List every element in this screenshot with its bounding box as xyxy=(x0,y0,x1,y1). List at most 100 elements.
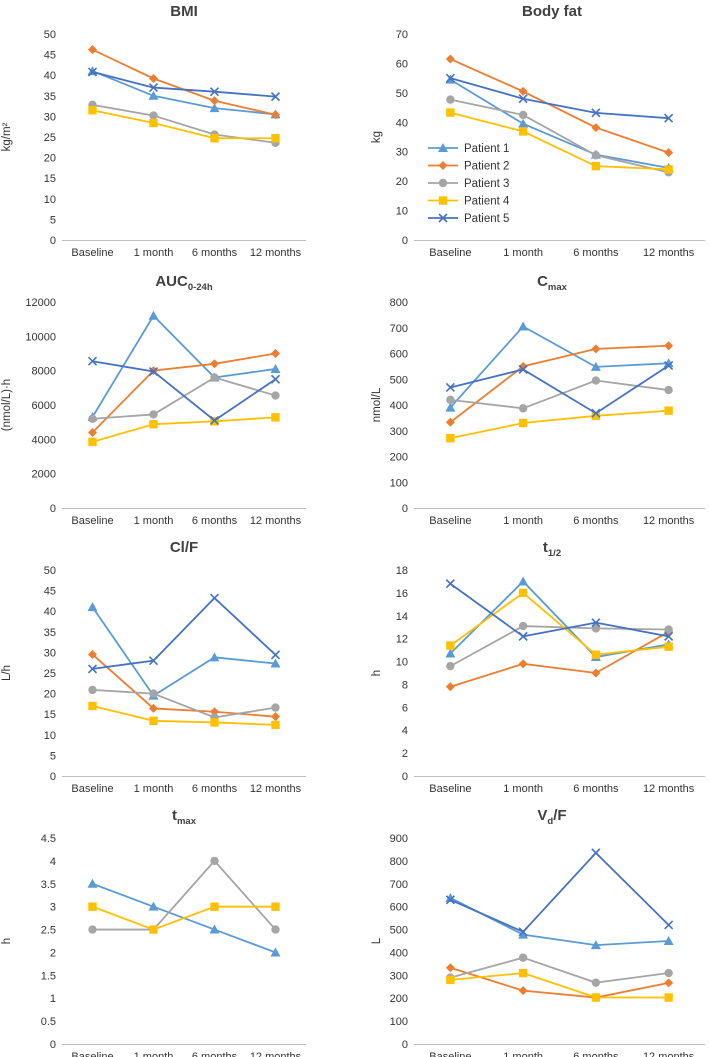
data-point xyxy=(445,895,455,905)
series-patient-4 xyxy=(446,406,673,443)
y-axis-label: (nmol/L)·h xyxy=(1,379,13,431)
y-tick-label: 40 xyxy=(44,70,56,82)
y-tick-label: 20 xyxy=(396,176,408,188)
series-line xyxy=(450,111,669,171)
data-point xyxy=(87,67,98,77)
series-patient-2 xyxy=(445,54,674,158)
data-point xyxy=(270,374,281,384)
chart-title-subscript: max xyxy=(177,816,197,827)
data-point xyxy=(210,359,219,369)
chart-panel-5: Cl/F 0 5 10 15 20 25 30 35 40 45 50 L/h Baseline 1 mon… xyxy=(1,539,306,795)
y-tick-label: 35 xyxy=(44,91,56,103)
data-point xyxy=(518,927,528,937)
y-tick-label: 500 xyxy=(390,925,408,937)
chart-title-main: t xyxy=(172,807,177,824)
y-tick-label: 2.5 xyxy=(41,925,56,937)
series-patient-5 xyxy=(87,67,281,102)
x-tick-label: 12 months xyxy=(250,783,302,795)
x-tick-label: Baseline xyxy=(429,1051,471,1057)
series-line xyxy=(92,416,276,443)
data-point xyxy=(209,415,220,426)
series-patient-5 xyxy=(445,848,674,937)
series-line xyxy=(450,379,669,410)
data-point xyxy=(271,925,280,934)
series-line xyxy=(92,596,277,670)
data-point xyxy=(518,968,528,978)
data-point xyxy=(209,87,220,97)
data-point xyxy=(87,356,98,366)
data-point xyxy=(518,621,528,631)
data-point xyxy=(149,410,158,419)
series-patient-3 xyxy=(88,100,280,147)
data-point xyxy=(664,113,674,123)
data-point xyxy=(518,631,528,641)
chart-title-main: AUC xyxy=(155,273,188,290)
data-point xyxy=(270,947,281,957)
data-point xyxy=(591,993,601,1002)
y-tick-label: 3 xyxy=(50,902,56,914)
series-patient-5 xyxy=(445,73,674,123)
y-tick-label: 30 xyxy=(44,111,56,123)
x-tick-label: 1 month xyxy=(134,1051,174,1057)
legend-marker xyxy=(438,213,448,223)
x-tick-label: 6 months xyxy=(573,783,619,795)
series-patient-3 xyxy=(446,376,673,413)
chart-title-suffix: /F xyxy=(553,807,566,824)
data-point xyxy=(210,96,219,106)
data-point xyxy=(664,406,673,415)
series-line xyxy=(450,58,669,154)
x-tick-label: 6 months xyxy=(192,247,238,259)
data-point xyxy=(445,73,455,83)
data-point xyxy=(148,366,159,377)
data-point xyxy=(591,848,601,858)
data-point xyxy=(591,411,601,421)
data-point xyxy=(149,716,158,725)
data-point xyxy=(88,902,97,911)
chart-panel-3: AUC0-24h 0 2000 4000 6000 8000 10000 12000 (nmol… xyxy=(1,273,306,527)
y-axis-label: L/h xyxy=(1,665,13,681)
data-point xyxy=(149,111,158,120)
y-tick-label: 0 xyxy=(402,503,408,515)
y-tick-label: 15 xyxy=(44,709,56,721)
y-tick-label: 4000 xyxy=(32,434,56,446)
legend: Patient 1 Patient 2 Patient 3 Patient 4 Pati… xyxy=(428,143,510,225)
x-tick-label: 6 months xyxy=(573,515,619,527)
series-line xyxy=(91,606,276,697)
data-point xyxy=(591,151,601,160)
data-point xyxy=(664,361,674,371)
y-tick-label: 0 xyxy=(402,1039,408,1051)
data-point xyxy=(209,103,220,113)
y-tick-label: 35 xyxy=(44,627,56,639)
data-point xyxy=(591,161,601,171)
series-patient-2 xyxy=(445,341,674,427)
data-point xyxy=(518,404,528,413)
data-point xyxy=(88,925,97,934)
data-point xyxy=(446,975,455,985)
series-line xyxy=(450,364,670,415)
data-point xyxy=(87,664,98,674)
series-patient-2 xyxy=(88,349,280,437)
data-point xyxy=(664,385,673,395)
y-tick-label: 4.5 xyxy=(41,833,56,845)
y-tick-label: 30 xyxy=(44,647,56,659)
series-patient-5 xyxy=(87,356,281,426)
y-tick-label: 2 xyxy=(402,748,408,760)
data-point xyxy=(88,701,97,711)
y-tick-label: 0 xyxy=(50,235,56,247)
series-line xyxy=(92,688,276,719)
y-tick-label: 20 xyxy=(44,689,56,701)
y-tick-label: 6 xyxy=(402,702,408,714)
series-line xyxy=(92,360,277,422)
y-tick-label: 5 xyxy=(50,750,56,762)
series-patient-1 xyxy=(87,66,281,119)
data-point xyxy=(271,720,280,730)
data-point xyxy=(271,349,280,358)
x-tick-label: Baseline xyxy=(71,783,113,795)
data-point xyxy=(271,712,280,722)
data-point xyxy=(445,682,455,692)
data-point xyxy=(591,344,601,354)
y-tick-label: 50 xyxy=(396,88,408,100)
y-tick-label: 10 xyxy=(44,194,56,206)
data-point xyxy=(518,86,528,96)
series-patient-4 xyxy=(88,413,280,447)
